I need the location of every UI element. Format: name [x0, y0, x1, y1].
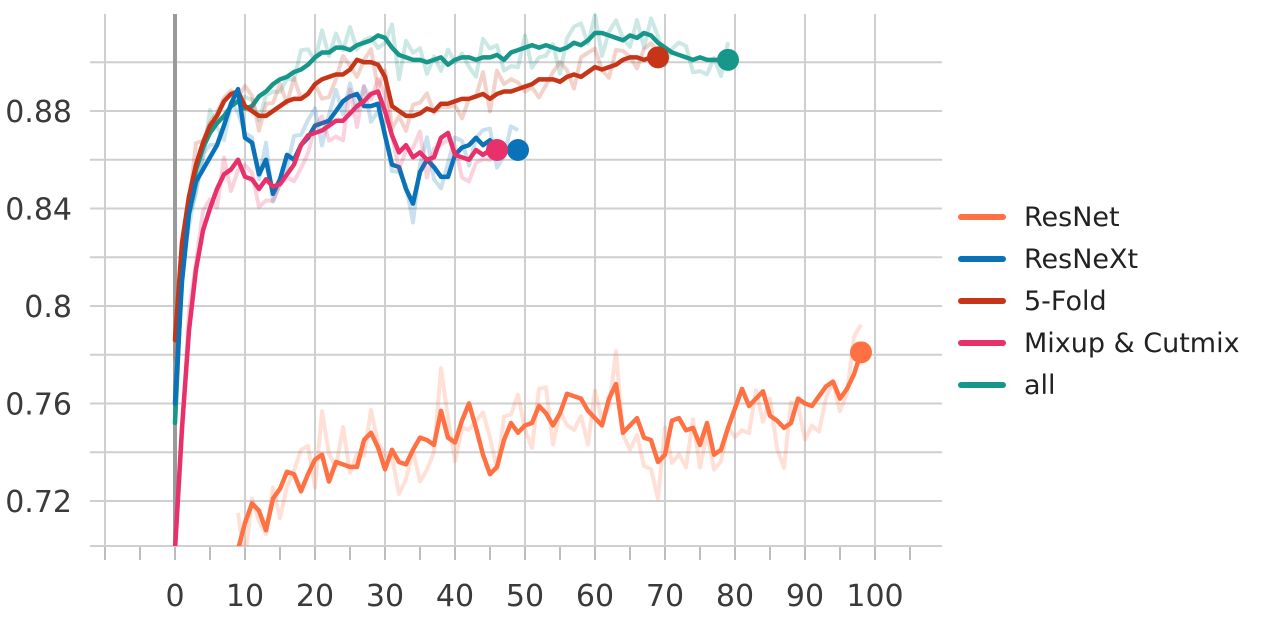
- legend-item-all: all: [958, 364, 1240, 406]
- x-tick-label: 30: [366, 579, 404, 614]
- y-tick-label: 0.84: [5, 193, 72, 228]
- series-end-point: [507, 139, 529, 161]
- y-tick-label: 0.76: [5, 388, 72, 423]
- x-tick-label: 100: [846, 579, 903, 614]
- series-raw-line: [173, 77, 498, 546]
- series-line: [172, 86, 521, 406]
- legend-label: all: [1024, 369, 1056, 401]
- y-tick-label: 0.72: [5, 485, 72, 520]
- x-tick-label: 0: [165, 579, 184, 614]
- x-tick-label: 80: [716, 579, 754, 614]
- legend-swatch: [958, 298, 1006, 304]
- legend-swatch: [958, 214, 1006, 220]
- legend-swatch: [958, 382, 1006, 388]
- series-end-point: [647, 46, 669, 69]
- legend-label: Mixup & Cutmix: [1024, 327, 1240, 359]
- legend: ResNet ResNeXt 5-Fold Mixup & Cutmix all: [958, 196, 1240, 406]
- x-tick-label: 90: [786, 579, 824, 614]
- legend-label: 5-Fold: [1024, 285, 1107, 317]
- y-tick-label: 0.88: [5, 95, 72, 130]
- x-tick-label: 20: [296, 579, 334, 614]
- y-tick-label: 0.8: [24, 290, 72, 325]
- legend-item-5-fold: 5-Fold: [958, 280, 1240, 322]
- x-tick-labels: 0 10 20 30 40 50 60 70 80 90 100: [165, 579, 903, 614]
- series-line: [236, 350, 864, 546]
- series-5-fold: [172, 41, 661, 362]
- series-line: [172, 55, 661, 343]
- legend-item-mixup-cutmix: Mixup & Cutmix: [958, 322, 1240, 364]
- series-layer: [172, 13, 872, 546]
- legend-label: ResNeXt: [1024, 243, 1139, 275]
- y-tick-labels: 0.72 0.76 0.8 0.84 0.88: [5, 95, 72, 520]
- axes: [90, 14, 942, 560]
- x-tick-label: 50: [506, 579, 544, 614]
- series-end-point: [486, 139, 508, 161]
- series-end-point: [717, 48, 739, 71]
- legend-item-resnet: ResNet: [958, 196, 1240, 238]
- legend-swatch: [958, 340, 1006, 346]
- series-end-point: [850, 341, 872, 364]
- series-raw-line: [173, 13, 730, 408]
- series-resnext: [172, 81, 521, 406]
- x-tick-label: 10: [226, 579, 264, 614]
- x-tick-label: 60: [576, 579, 614, 614]
- series-line: [172, 89, 500, 546]
- series-resnet: [236, 323, 864, 546]
- series-mixup-cutmix: [172, 77, 500, 546]
- series-all: [172, 13, 731, 426]
- x-tick-label: 40: [436, 579, 474, 614]
- x-tick-label: 70: [646, 579, 684, 614]
- legend-item-resnext: ResNeXt: [958, 238, 1240, 280]
- legend-label: ResNet: [1024, 201, 1120, 233]
- series-line: [172, 30, 731, 426]
- legend-swatch: [958, 256, 1006, 262]
